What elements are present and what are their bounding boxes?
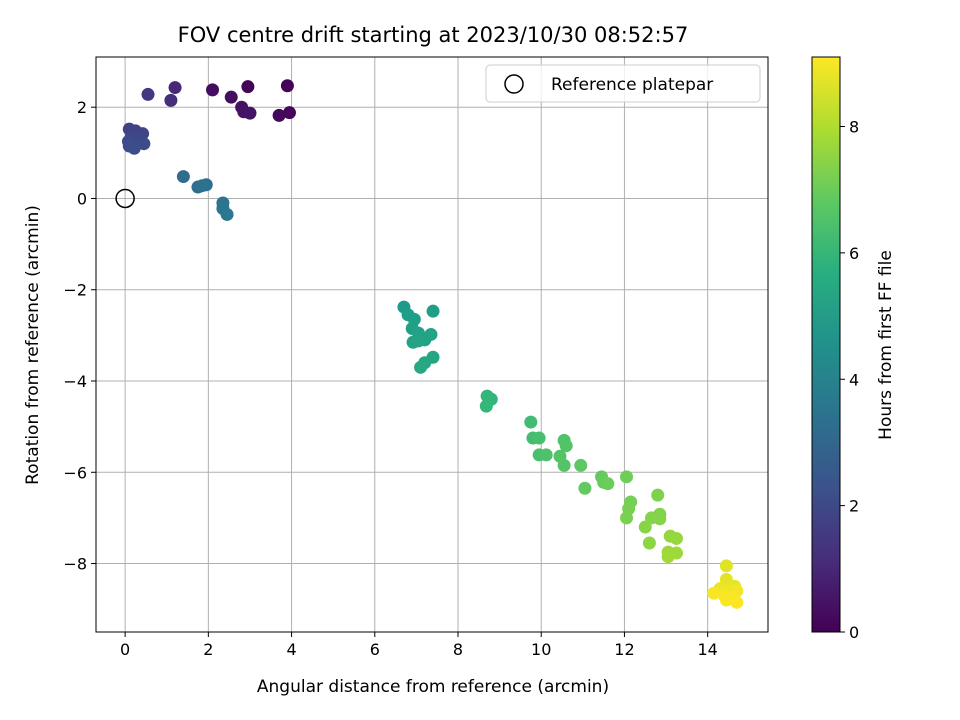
y-axis-ticks: −8 −6 −4 −2 0 2 [63, 98, 96, 574]
x-tick-label: 8 [453, 640, 463, 659]
y-tick-label: 0 [77, 189, 87, 208]
data-point [719, 559, 733, 573]
data-point [206, 83, 220, 97]
data-point [411, 334, 425, 348]
data-point [220, 207, 234, 221]
y-tick-label: −6 [63, 463, 87, 482]
x-tick-label: 0 [120, 640, 130, 659]
data-point [707, 586, 721, 600]
data-point [127, 141, 141, 155]
x-tick-label: 12 [614, 640, 634, 659]
data-point [414, 360, 428, 374]
data-point [224, 90, 238, 104]
data-point [620, 470, 634, 484]
data-point [176, 170, 190, 184]
colorbar-tick-label: 2 [849, 497, 859, 516]
data-point [557, 458, 571, 472]
plot-frame [95, 56, 769, 633]
data-points [121, 79, 744, 609]
colorbar-ticks: 0 2 4 6 8 [840, 118, 859, 642]
y-tick-label: −8 [63, 555, 87, 574]
data-point [539, 448, 553, 462]
data-point [651, 488, 665, 502]
colorbar-tick-label: 4 [849, 370, 859, 389]
data-point [661, 550, 675, 564]
x-tick-label: 10 [531, 640, 551, 659]
data-point [719, 593, 733, 607]
data-point [164, 93, 178, 107]
x-axis-ticks: 0 2 4 6 8 10 12 14 [120, 632, 718, 659]
data-point [578, 481, 592, 495]
legend: Reference platepar [485, 64, 761, 103]
legend-marker [504, 74, 524, 94]
data-point [168, 81, 182, 95]
colorbar-tick-label: 0 [849, 623, 859, 642]
data-point [532, 431, 546, 445]
reference-marker [115, 188, 135, 209]
data-point [730, 595, 744, 609]
data-point [241, 80, 255, 94]
x-tick-label: 6 [370, 640, 380, 659]
x-tick-label: 14 [697, 640, 717, 659]
data-point [426, 304, 440, 318]
legend-label: Reference platepar [551, 75, 713, 95]
y-tick-label: 2 [77, 98, 87, 117]
colorbar-tick-label: 8 [849, 118, 859, 137]
y-tick-label: −2 [63, 281, 87, 300]
legend-box [485, 64, 761, 103]
data-point [282, 106, 296, 120]
x-axis-label: Angular distance from reference (arcmin) [257, 677, 609, 697]
reference-platepar-marker [115, 188, 135, 209]
data-point [243, 106, 257, 120]
data-point [272, 108, 286, 122]
y-axis-label: Rotation from reference (arcmin) [23, 205, 43, 485]
colorbar-gradient [811, 56, 841, 633]
data-point [524, 415, 538, 429]
data-point [638, 520, 652, 534]
data-point [280, 79, 294, 93]
data-point [642, 536, 656, 550]
data-point [653, 512, 667, 526]
data-point [620, 511, 634, 525]
x-tick-label: 2 [203, 640, 213, 659]
data-point [479, 399, 493, 413]
data-point [574, 458, 588, 472]
y-tick-label: −4 [63, 372, 87, 391]
x-tick-label: 4 [286, 640, 296, 659]
colorbar-label: Hours from first FF file [876, 250, 896, 440]
data-point [559, 439, 573, 453]
colorbar-tick-label: 6 [849, 244, 859, 263]
chart-title: FOV centre drift starting at 2023/10/30 … [178, 23, 689, 47]
data-point [199, 178, 213, 192]
colorbar: 0 2 4 6 8 Hours from first FF file [811, 56, 896, 642]
grid-lines [96, 57, 768, 632]
data-point [141, 87, 155, 101]
data-point [601, 477, 615, 491]
data-point [669, 531, 683, 545]
